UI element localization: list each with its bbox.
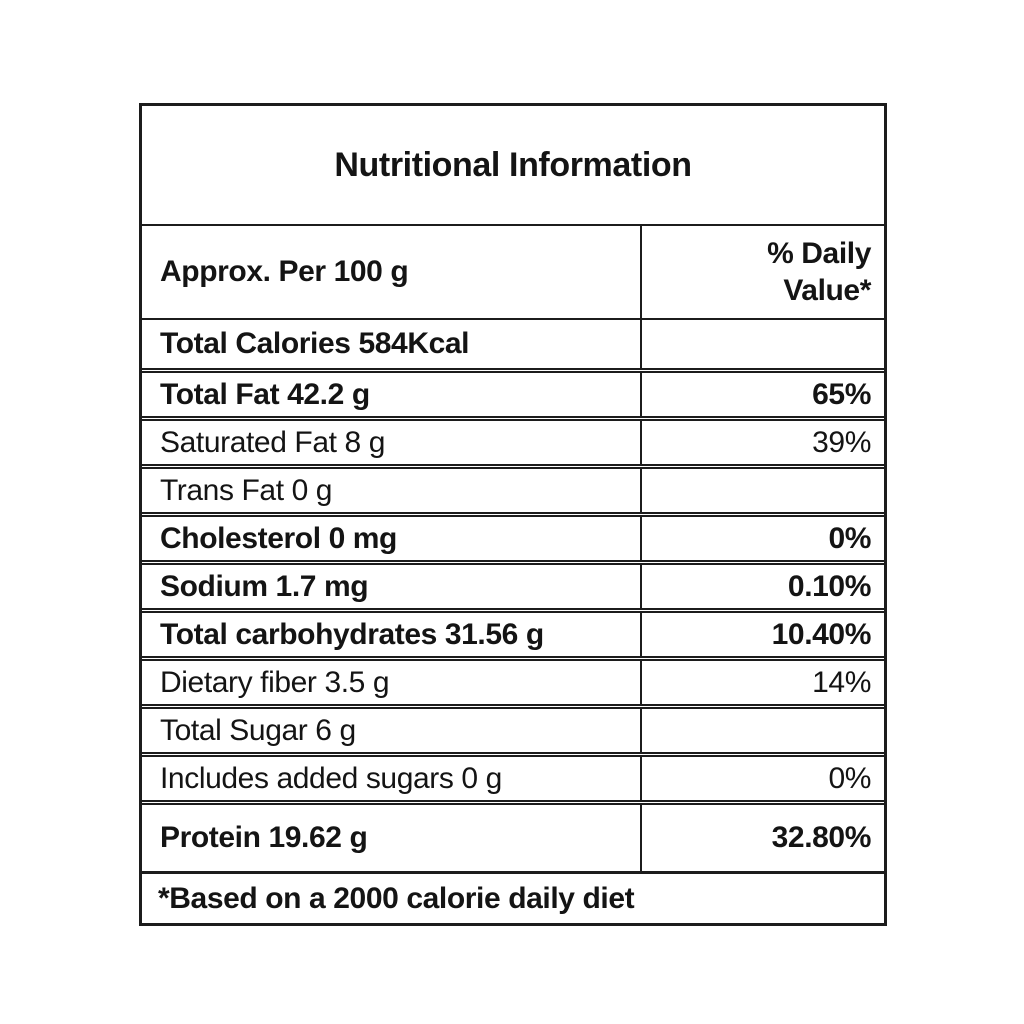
nutrient-row: Protein 19.62 g 32.80% xyxy=(142,800,884,871)
nutrient-row: Total Calories 584Kcal xyxy=(142,320,884,368)
nutrient-label: Total Calories 584Kcal xyxy=(142,320,642,368)
nutrient-row: Cholesterol 0 mg 0% xyxy=(142,512,884,560)
nutrient-daily-value xyxy=(642,469,884,512)
nutrient-row: Sodium 1.7 mg 0.10% xyxy=(142,560,884,608)
nutrient-label: Saturated Fat 8 g xyxy=(142,421,642,464)
footnote-row: *Based on a 2000 calorie daily diet xyxy=(142,871,884,923)
nutrient-label: Cholesterol 0 mg xyxy=(142,517,642,560)
nutrient-label: Sodium 1.7 mg xyxy=(142,565,642,608)
footnote-text: *Based on a 2000 calorie daily diet xyxy=(158,881,635,915)
nutrient-label: Protein 19.62 g xyxy=(142,805,642,871)
nutrient-row: Trans Fat 0 g xyxy=(142,464,884,512)
table-title-row: Nutritional Information xyxy=(142,106,884,224)
nutrient-label: Total Sugar 6 g xyxy=(142,709,642,752)
nutrient-daily-value: 14% xyxy=(812,665,871,699)
nutrient-row: Total Sugar 6 g xyxy=(142,704,884,752)
nutrient-daily-value: 0% xyxy=(828,521,871,555)
nutrient-label: Total Fat 42.2 g xyxy=(142,373,642,416)
nutrient-daily-value: 65% xyxy=(812,377,871,411)
header-serving-basis: Approx. Per 100 g xyxy=(142,226,642,318)
nutrient-label: Total carbohydrates 31.56 g xyxy=(142,613,642,656)
nutrient-daily-value xyxy=(642,709,884,752)
nutrient-row: Total Fat 42.2 g 65% xyxy=(142,368,884,416)
table-title: Nutritional Information xyxy=(334,145,692,184)
nutrient-row: Dietary fiber 3.5 g 14% xyxy=(142,656,884,704)
nutrient-row: Saturated Fat 8 g 39% xyxy=(142,416,884,464)
nutrient-row: Includes added sugars 0 g 0% xyxy=(142,752,884,800)
nutrient-label: Includes added sugars 0 g xyxy=(142,757,642,800)
header-daily-value-label: % Daily Value* xyxy=(767,236,871,308)
nutrient-row: Total carbohydrates 31.56 g 10.40% xyxy=(142,608,884,656)
nutrient-daily-value: 32.80% xyxy=(771,821,872,854)
nutrition-facts-table: Nutritional Information Approx. Per 100 … xyxy=(139,103,887,926)
nutrient-daily-value: 39% xyxy=(812,425,871,459)
nutrient-daily-value: 0.10% xyxy=(787,569,871,603)
table-header-row: Approx. Per 100 g % Daily Value* xyxy=(142,224,884,320)
nutrient-daily-value xyxy=(642,320,884,368)
nutrient-label: Trans Fat 0 g xyxy=(142,469,642,512)
header-daily-value: % Daily Value* xyxy=(642,226,884,318)
header-serving-basis-label: Approx. Per 100 g xyxy=(160,255,409,288)
nutrient-daily-value: 0% xyxy=(828,761,871,795)
nutrient-daily-value: 10.40% xyxy=(771,617,872,651)
nutrient-label: Dietary fiber 3.5 g xyxy=(142,661,642,704)
nutrient-rows: Total Calories 584Kcal Total Fat 42.2 g … xyxy=(142,320,884,871)
